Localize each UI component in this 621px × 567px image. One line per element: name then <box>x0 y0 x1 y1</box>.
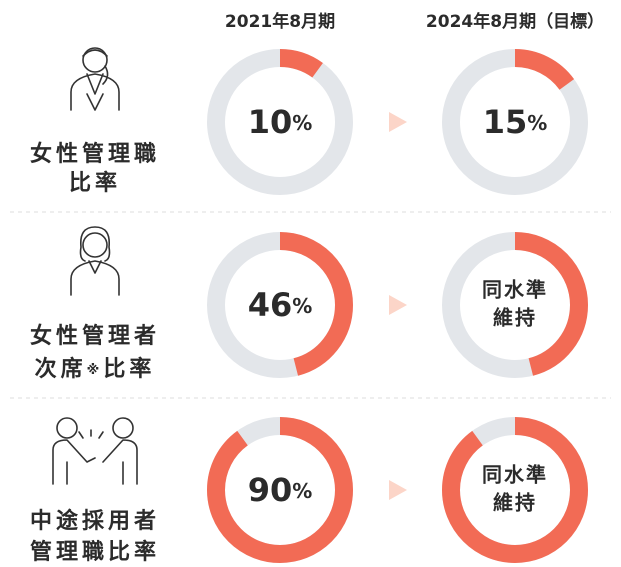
arrow <box>389 480 407 500</box>
donut-text: 同水準 <box>482 463 548 487</box>
donut-text: 維持 <box>493 306 537 330</box>
arrow <box>389 112 407 132</box>
donut-arc <box>442 49 588 195</box>
donut-value-label: 10% <box>248 103 313 141</box>
row-label: 女性管理者 <box>30 323 160 349</box>
donut-arc <box>207 417 353 563</box>
icon-handshake <box>52 417 138 485</box>
row-label: 比率 <box>69 170 121 196</box>
row-label: 次席※比率 <box>35 356 156 382</box>
donut-arc <box>442 417 588 563</box>
donut-value-label: 90% <box>248 471 313 509</box>
donut-text: 同水準 <box>482 278 548 302</box>
arrow <box>389 295 407 315</box>
icon-woman <box>70 226 120 296</box>
row-label: 中途採用者 <box>30 508 160 534</box>
donut-value-label: 15% <box>483 103 548 141</box>
column-header: 2021年8月期 <box>225 11 335 32</box>
donut-arc <box>207 232 353 378</box>
row-label: 女性管理職 <box>30 141 160 167</box>
donut-value-label: 46% <box>248 286 313 324</box>
icon-woman-suit <box>70 47 120 111</box>
donut-arc <box>442 232 588 378</box>
donut-arc <box>207 49 353 195</box>
column-header: 2024年8月期（目標） <box>426 11 604 32</box>
row-label: 管理職比率 <box>30 539 160 565</box>
donut-text: 維持 <box>493 491 537 515</box>
